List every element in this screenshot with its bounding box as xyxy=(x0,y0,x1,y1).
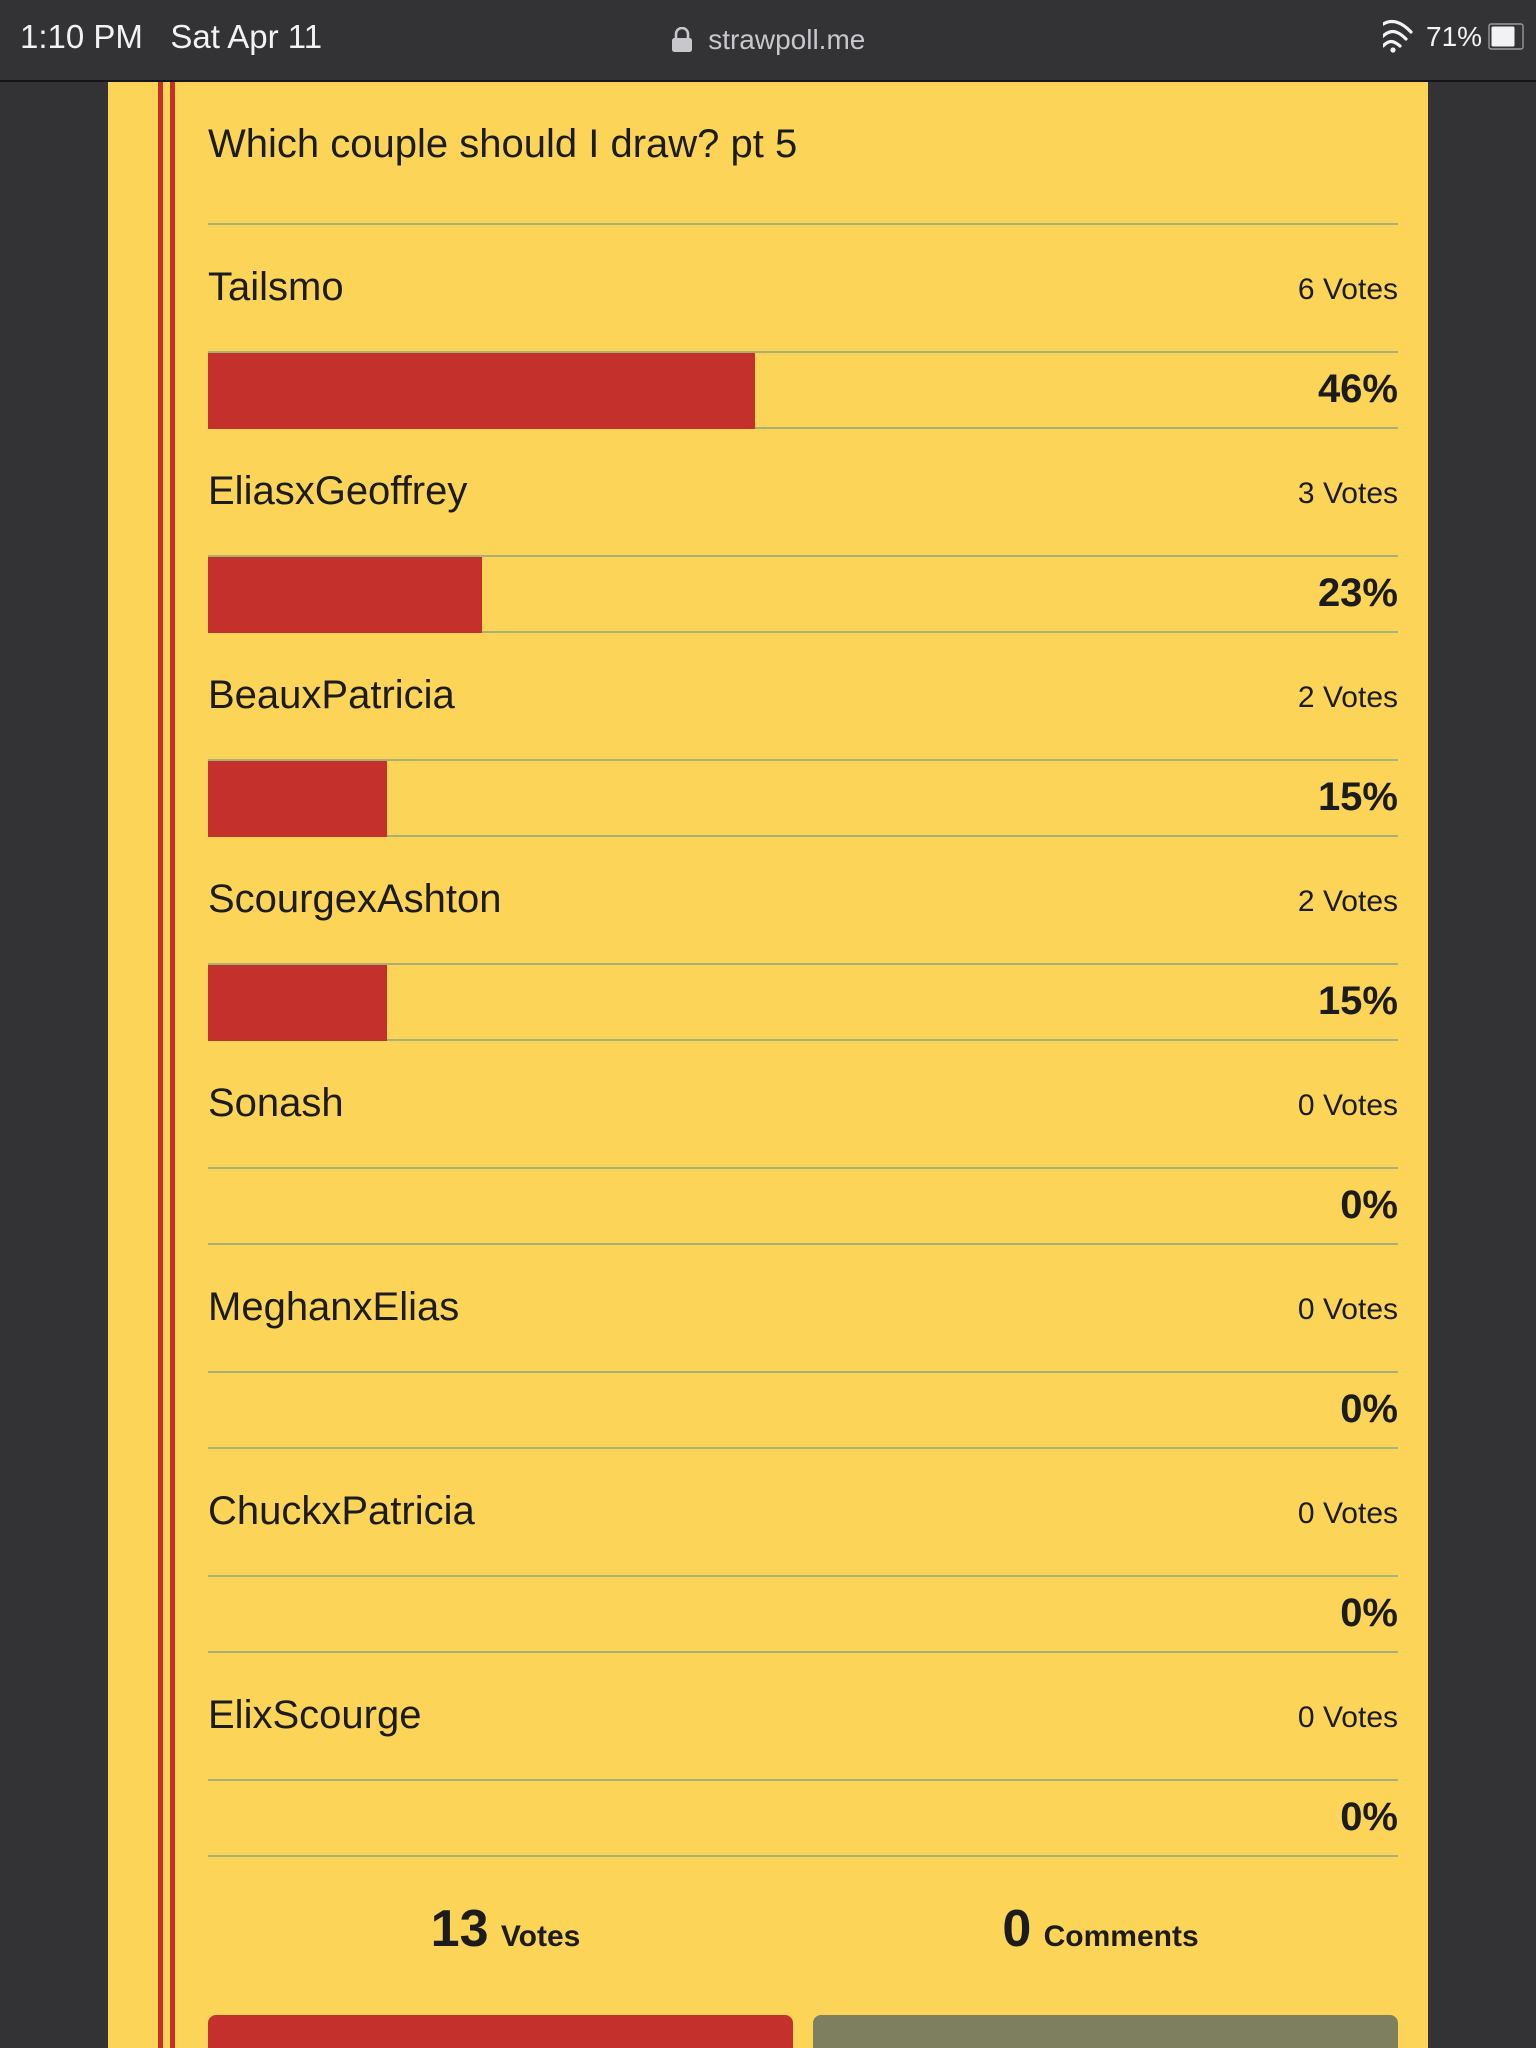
svg-text:71%: 71% xyxy=(1426,21,1482,52)
